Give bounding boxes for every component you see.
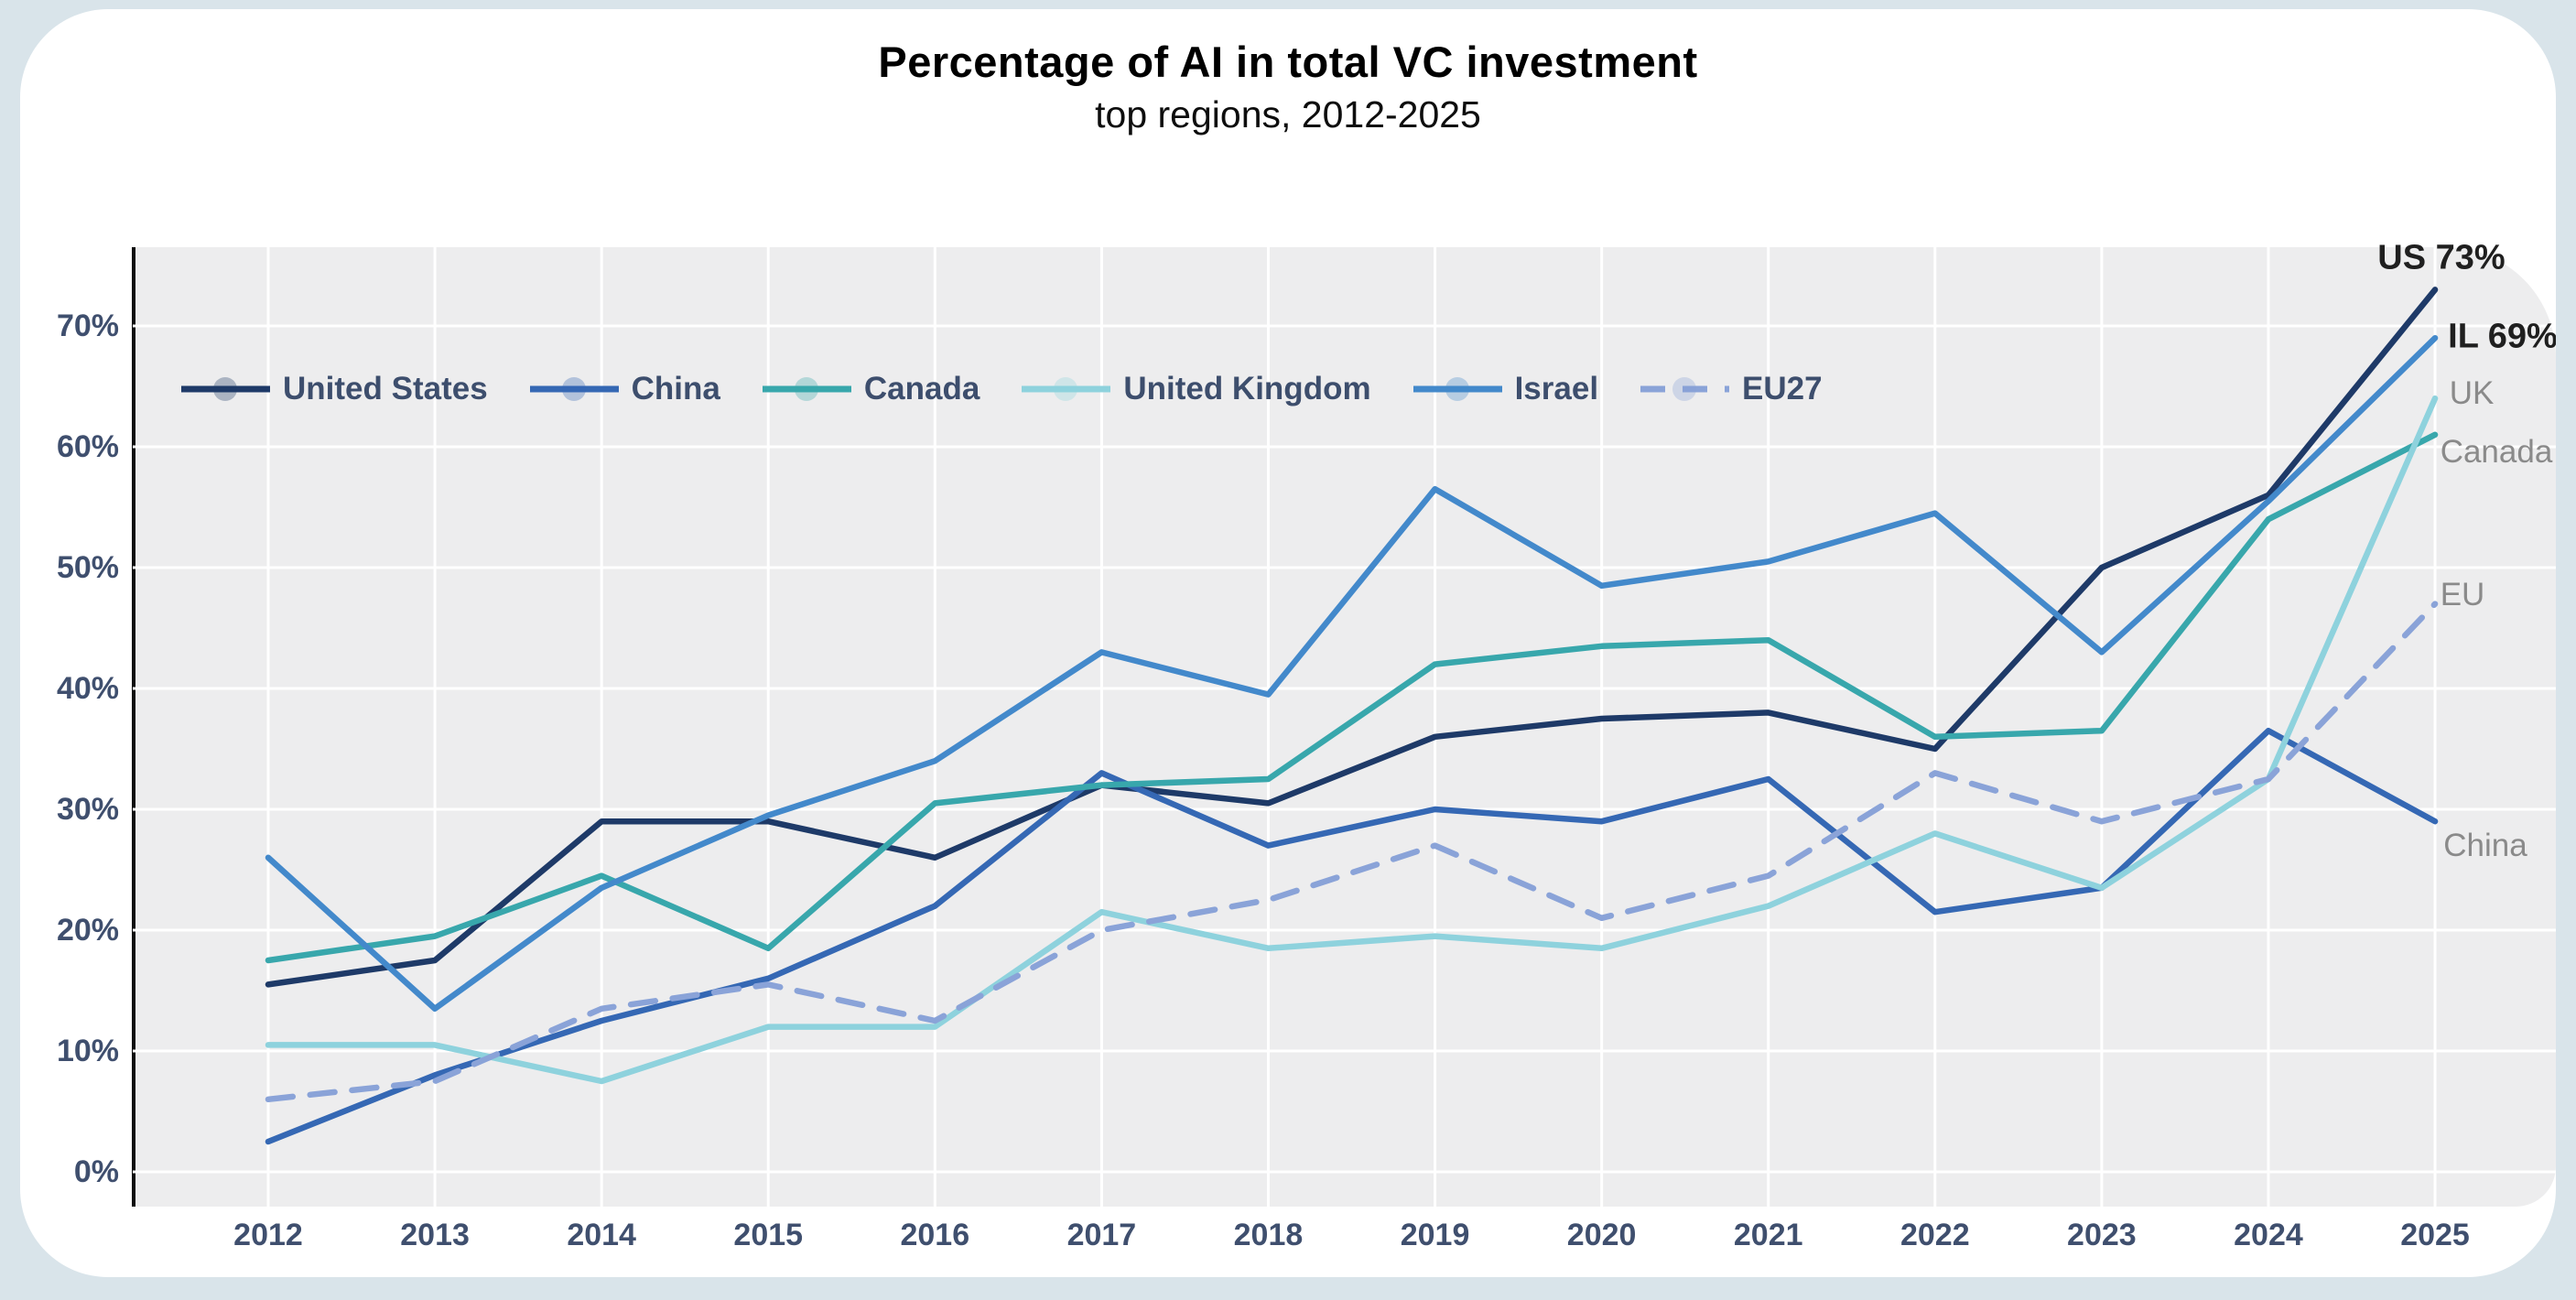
legend-label: China — [631, 371, 720, 406]
x-tick-label-2013: 2013 — [400, 1218, 470, 1252]
legend-label: Canada — [863, 371, 980, 406]
annotation-us: US 73% — [2377, 238, 2506, 277]
x-tick-label-2012: 2012 — [233, 1218, 303, 1252]
x-tick-label-2016: 2016 — [900, 1218, 970, 1252]
x-tick-label-2024: 2024 — [2234, 1218, 2303, 1252]
series-line-china[interactable] — [265, 727, 2439, 1145]
legend: United States China Canada United Kingdom Is… — [181, 371, 1823, 407]
annotation-eu: EU — [2440, 577, 2485, 612]
legend-item-china[interactable]: China — [529, 371, 720, 407]
series-line-israel[interactable] — [265, 334, 2439, 1013]
legend-item-israel[interactable]: Israel — [1412, 371, 1599, 407]
x-tick-label-2022: 2022 — [1900, 1218, 1970, 1252]
legend-line-marker-icon — [529, 377, 619, 401]
y-tick-label-10: 10% — [56, 1034, 119, 1068]
legend-label: United States — [283, 371, 488, 406]
x-tick-label-2017: 2017 — [1066, 1218, 1137, 1252]
legend-line-marker-icon — [1022, 377, 1111, 401]
legend-item-united-states[interactable]: United States — [181, 371, 488, 407]
legend-line-marker-icon — [1412, 377, 1502, 401]
x-tick-label-2023: 2023 — [2067, 1218, 2137, 1252]
y-tick-label-70: 70% — [56, 309, 119, 343]
x-tick-label-2019: 2019 — [1400, 1218, 1470, 1252]
series-line-united-states[interactable] — [265, 287, 2439, 988]
annotation-israel: IL 69% — [2448, 317, 2556, 356]
x-tick-label-2018: 2018 — [1233, 1218, 1304, 1252]
chart-title: Percentage of AI in total VC investment — [878, 38, 1698, 86]
x-tick-label-2014: 2014 — [567, 1218, 636, 1252]
x-tick-label-2025: 2025 — [2400, 1218, 2470, 1252]
chart-subtitle: top regions, 2012-2025 — [1095, 93, 1481, 135]
x-tick-label-2015: 2015 — [733, 1218, 804, 1252]
x-tick-label-2020: 2020 — [1566, 1218, 1637, 1252]
series-line-canada[interactable] — [265, 431, 2439, 964]
y-tick-label-30: 30% — [56, 792, 119, 827]
annotation-china: China — [2443, 828, 2527, 863]
legend-item-eu27[interactable]: EU27 — [1640, 371, 1823, 407]
series-line-eu27[interactable] — [265, 601, 2439, 1103]
x-tick-label-2021: 2021 — [1733, 1218, 1803, 1252]
chart-canvas — [133, 247, 2556, 1207]
y-tick-label-20: 20% — [56, 913, 119, 948]
legend-line-marker-icon — [762, 377, 851, 401]
chart-card: Percentage of AI in total VC investment … — [20, 9, 2556, 1277]
legend-item-canada[interactable]: Canada — [762, 371, 980, 407]
y-tick-label-0: 0% — [73, 1154, 119, 1189]
legend-label: United Kingdom — [1123, 371, 1371, 406]
annotation-canada: Canada — [2440, 434, 2553, 470]
legend-label: Israel — [1514, 371, 1599, 406]
annotation-uk: UK — [2449, 375, 2495, 411]
y-tick-label-60: 60% — [56, 429, 119, 464]
legend-label: EU27 — [1742, 371, 1823, 406]
series-line-united-kingdom[interactable] — [265, 395, 2439, 1085]
legend-line-marker-icon — [181, 377, 270, 401]
y-tick-label-50: 50% — [56, 550, 119, 585]
legend-line-marker-icon — [1640, 377, 1730, 401]
legend-item-united-kingdom[interactable]: United Kingdom — [1022, 371, 1371, 407]
y-tick-label-40: 40% — [56, 671, 119, 706]
y-axis-line — [132, 247, 135, 1207]
